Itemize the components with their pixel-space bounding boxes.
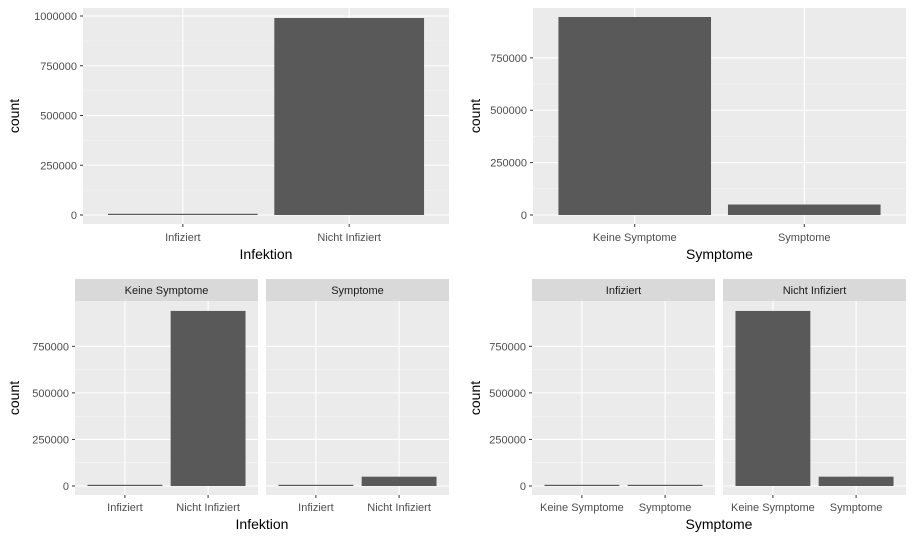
y-tick-label: 750000 xyxy=(490,53,527,65)
x-tick-label: Keine Symptome xyxy=(593,232,677,244)
facet-strip-label: Keine Symptome xyxy=(125,285,209,297)
panel: Keine Symptome Symptome Infiziert xyxy=(532,279,715,514)
x-tick-label: Infiziert xyxy=(165,232,200,244)
bar xyxy=(87,484,163,486)
bar xyxy=(170,310,246,486)
x-tick-label: Symptome xyxy=(830,502,883,514)
bar xyxy=(627,484,703,486)
y-tick-label: 0 xyxy=(71,210,77,222)
y-tick-label: 250000 xyxy=(490,158,527,170)
x-tick-label: Symptome xyxy=(778,232,831,244)
bar xyxy=(361,476,437,486)
bar xyxy=(274,17,425,215)
facet-strip xyxy=(75,279,258,301)
y-axis-title: count xyxy=(467,381,483,415)
panel-background xyxy=(532,301,715,495)
panel: Infiziert Nicht Infiziert Keine Symptome xyxy=(75,279,258,514)
y-tick-label: 750000 xyxy=(32,341,69,353)
panel: Infiziert Nicht Infiziert Symptome xyxy=(266,279,449,514)
y-axis-title: count xyxy=(467,99,483,133)
y-tick-label: 0 xyxy=(520,481,526,493)
y-tick-label: 1000000 xyxy=(34,11,77,23)
x-tick-label: Symptome xyxy=(639,502,692,514)
y-tick-label: 250000 xyxy=(32,434,69,446)
x-tick-label: Nicht Infiziert xyxy=(176,502,240,514)
x-tick-label: Infiziert xyxy=(107,502,142,514)
bar xyxy=(544,484,620,486)
panel: Infiziert Nicht Infiziert xyxy=(83,8,449,244)
y-axis-title: count xyxy=(6,381,22,415)
bar xyxy=(558,17,712,215)
facet-strip-label: Nicht Infiziert xyxy=(783,285,847,297)
x-axis-title: Symptome xyxy=(686,246,753,262)
x-tick-label: Nicht Infiziert xyxy=(317,232,381,244)
bar xyxy=(818,476,894,486)
facet-strip xyxy=(532,279,715,301)
x-tick-label: Keine Symptome xyxy=(731,502,815,514)
x-axis-title: Symptome xyxy=(686,516,753,532)
panel: Keine Symptome Symptome xyxy=(533,8,906,244)
facet-strip-label: Infiziert xyxy=(606,285,641,297)
y-tick-label: 500000 xyxy=(32,388,69,400)
x-tick-label: Keine Symptome xyxy=(540,502,624,514)
y-tick-label: 250000 xyxy=(40,160,77,172)
facet-strip xyxy=(723,279,906,301)
bar xyxy=(107,213,258,215)
y-tick-label: 500000 xyxy=(40,111,77,123)
facet-strip xyxy=(266,279,449,301)
y-tick-label: 750000 xyxy=(40,61,77,73)
y-tick-label: 0 xyxy=(63,481,69,493)
y-tick-label: 750000 xyxy=(489,341,526,353)
x-axis-title: Infektion xyxy=(236,516,289,532)
chart-2: Keine Symptome Symptome 0 250000 500000 75000… xyxy=(467,8,906,262)
x-tick-label: Infiziert xyxy=(298,502,333,514)
facet-strip-label: Symptome xyxy=(331,285,384,297)
y-tick-label: 500000 xyxy=(490,105,527,117)
chart-1: Infiziert Nicht Infiziert 0 250000 500000 750… xyxy=(6,8,449,262)
panel-background xyxy=(266,301,449,495)
y-axis-title: count xyxy=(6,99,22,133)
bar xyxy=(727,204,881,215)
x-tick-label: Nicht Infiziert xyxy=(367,502,431,514)
panel: Keine Symptome Symptome Nicht Infiziert xyxy=(723,279,906,514)
y-tick-label: 500000 xyxy=(489,388,526,400)
bar xyxy=(278,484,354,486)
bar xyxy=(735,310,811,486)
y-tick-label: 250000 xyxy=(489,434,526,446)
y-tick-label: 0 xyxy=(521,210,527,222)
x-axis-title: Infektion xyxy=(240,246,293,262)
